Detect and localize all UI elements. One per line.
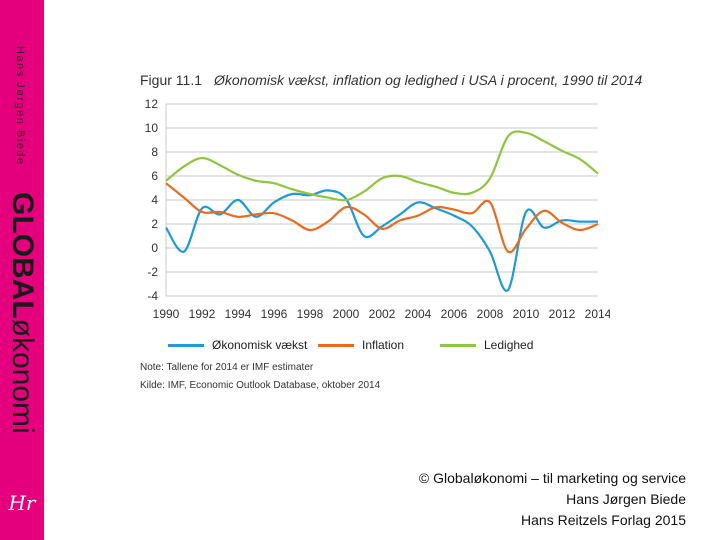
- footer-copyright: © Globaløkonomi – til marketing og servi…: [418, 470, 686, 486]
- x-tick-label: 2002: [369, 307, 396, 321]
- x-tick-label: 2004: [405, 307, 432, 321]
- x-tick-label: 2014: [585, 307, 610, 321]
- line-chart: 12 10 8 6 4 2 0 -2 -4 1990 1992 1994 1996 1998 2000 200…: [145, 97, 610, 321]
- x-tick-label: 2000: [333, 307, 360, 321]
- footer-publisher: Hans Reitzels Forlag 2015: [521, 512, 686, 528]
- legend-item-inflation: Inflation: [318, 338, 404, 352]
- x-tick-label: 1990: [153, 307, 180, 321]
- x-tick-label: 2008: [477, 307, 504, 321]
- series-line-growth: [165, 189, 599, 292]
- brand-logo: GLOBALøkonomi: [4, 192, 40, 434]
- figure-title: Figur 11.1 Økonomisk vækst, inflation og …: [140, 72, 642, 88]
- y-tick-label: 6: [151, 169, 158, 183]
- legend-label-growth: Økonomisk vækst: [212, 338, 308, 352]
- x-tick-label: 1996: [261, 307, 288, 321]
- figure-title-text: Økonomisk vækst, inflation og ledighed i…: [214, 72, 643, 88]
- footer: © Globaløkonomi – til marketing og servi…: [419, 468, 686, 531]
- y-tick-label: 12: [145, 97, 159, 111]
- y-tick-label: 4: [151, 193, 158, 207]
- y-tick-label: -2: [147, 265, 158, 279]
- y-tick-label: 2: [151, 217, 158, 231]
- y-tick-label: 8: [151, 145, 158, 159]
- publisher-logo-icon: Hr: [8, 491, 36, 515]
- chart-note: Note: Tallene for 2014 er IMF estimater: [140, 362, 314, 373]
- x-tick-label: 1994: [225, 307, 252, 321]
- x-tick-label: 2012: [549, 307, 576, 321]
- brand-light: økonomi: [6, 318, 39, 434]
- legend-item-growth: Økonomisk vækst: [168, 338, 307, 352]
- brand-bold: GLOBAL: [6, 192, 39, 319]
- y-tick-label: -4: [147, 289, 158, 303]
- chart-source: Kilde: IMF, Economic Outlook Database, o…: [140, 380, 381, 391]
- series-line-inflation: [165, 182, 599, 254]
- legend-swatch-unemployment: [440, 343, 476, 347]
- y-tick-label: 0: [151, 241, 158, 255]
- series-line-unemployment: [165, 130, 599, 202]
- legend-label-unemployment: Ledighed: [484, 338, 534, 352]
- legend-swatch-inflation: [318, 343, 354, 347]
- sidebar: Hans Jørgen Biede GLOBALøkonomi Hr: [0, 0, 44, 540]
- x-tick-label: 1992: [189, 307, 216, 321]
- chart-legend: Økonomisk vækst Inflation Ledighed: [140, 338, 610, 356]
- legend-label-inflation: Inflation: [362, 338, 405, 352]
- legend-item-unemployment: Ledighed: [440, 338, 533, 352]
- footer-author: Hans Jørgen Biede: [566, 491, 686, 507]
- sidebar-author: Hans Jørgen Biede: [14, 46, 26, 166]
- x-tick-label: 2010: [513, 307, 540, 321]
- figure-number: Figur 11.1: [140, 72, 202, 88]
- legend-swatch-growth: [168, 343, 204, 347]
- x-tick-label: 2006: [441, 307, 468, 321]
- y-tick-label: 10: [145, 121, 159, 135]
- x-tick-label: 1998: [297, 307, 324, 321]
